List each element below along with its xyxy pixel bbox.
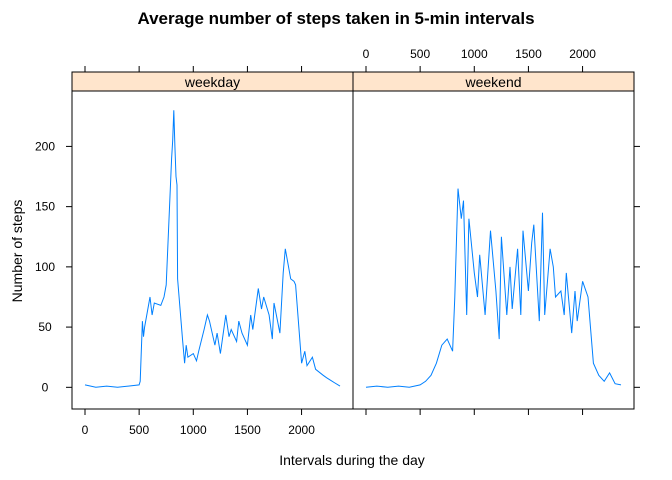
x-tick-label: 500 [129,423,149,437]
y-tick-label: 50 [38,320,52,334]
x-axis-label: Intervals during the day [279,452,425,468]
panel-frame-weekend [352,90,635,410]
x-tick-label: 0 [363,47,370,61]
chart-title: Average number of steps taken in 5-min i… [137,9,534,28]
y-tick-label: 0 [42,380,49,394]
y-tick-label: 150 [35,200,55,214]
series-line-weekend [365,188,622,388]
x-tick-label: 2000 [288,423,315,437]
y-tick-label: 100 [35,260,55,274]
x-tick-label: 0 [82,423,89,437]
strip-label-weekday: weekday [184,74,240,90]
strip-label-weekend: weekend [464,74,521,90]
x-tick-label: 1000 [461,47,488,61]
x-tick-label: 1500 [234,423,261,437]
y-tick-label: 200 [35,139,55,153]
panel-weekend: weekend 0 500 1000 1500 2000 [352,47,640,415]
x-tick-label: 2000 [569,47,596,61]
y-axis-label: Number of steps [9,200,25,303]
x-tick-label: 500 [410,47,430,61]
panel-weekday: weekday 0 500 1000 1500 2000 0 50 100 150 200 [35,66,354,437]
panel-frame-weekday [71,90,354,410]
series-line-weekday [84,110,341,388]
x-tick-label: 1500 [515,47,542,61]
panels-layer: weekday 0 500 1000 1500 2000 0 50 100 150 200 weeke… [35,47,640,437]
x-tick-label: 1000 [180,423,207,437]
